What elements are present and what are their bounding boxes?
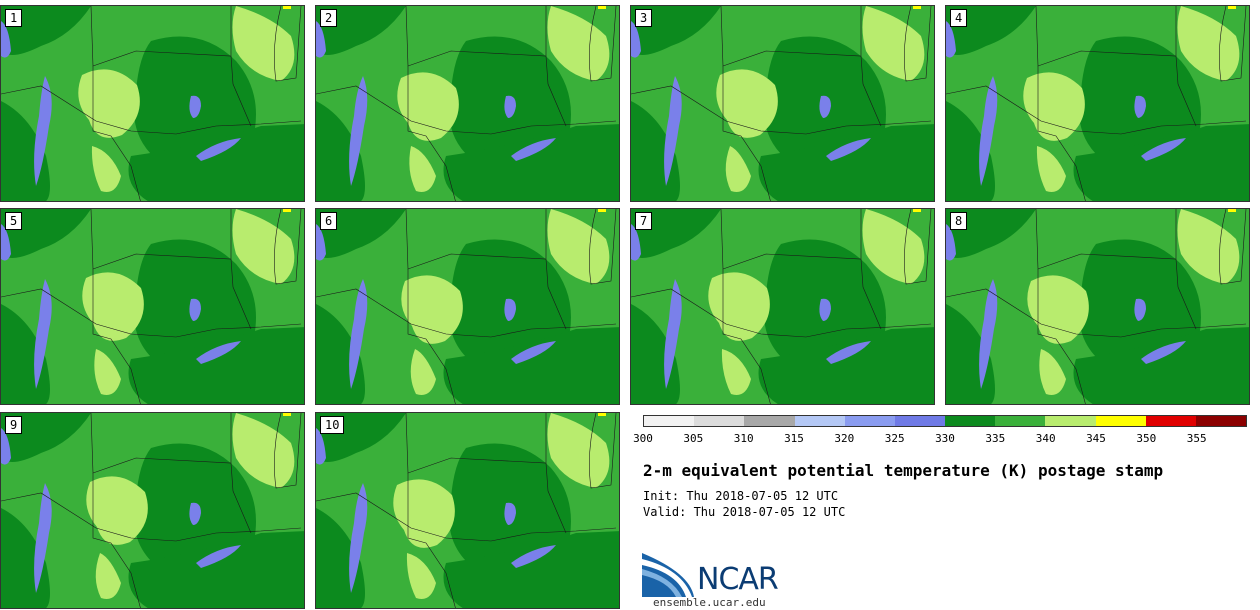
member-panel: 5	[0, 208, 305, 405]
colorbar-swatch	[794, 416, 845, 426]
colorbar-swatch	[1045, 416, 1096, 426]
colorbar-tick-label: 345	[1086, 432, 1106, 445]
colorbar-swatch	[694, 416, 745, 426]
colorbar-tick-label: 305	[683, 432, 704, 445]
map-title: 2-m equivalent potential temperature (K)…	[643, 461, 1164, 480]
ensemble-url: ensemble.ucar.edu	[653, 596, 766, 609]
member-panel: 1	[0, 5, 305, 202]
logo-text: NCAR	[697, 562, 779, 597]
colorbar-tick-label: 300	[633, 432, 653, 445]
member-panel: 2	[315, 5, 620, 202]
member-map	[316, 6, 619, 201]
member-panel: 10	[315, 412, 620, 609]
member-panel: 6	[315, 208, 620, 405]
member-panel: 4	[945, 5, 1250, 202]
member-panel: 3	[630, 5, 935, 202]
member-map	[316, 209, 619, 404]
colorbar-tick-label: 350	[1136, 432, 1157, 445]
member-panel: 8	[945, 208, 1250, 405]
member-map	[631, 209, 934, 404]
member-number-label: 1	[5, 9, 23, 27]
member-number-label: 3	[635, 9, 653, 27]
colorbar	[643, 415, 1247, 427]
colorbar-swatch	[844, 416, 895, 426]
member-number-label: 2	[320, 9, 338, 27]
colorbar-tick-label: 330	[935, 432, 955, 445]
colorbar-tick-label: 335	[985, 432, 1006, 445]
colorbar-tick-label: 355	[1186, 432, 1207, 445]
member-map	[631, 6, 934, 201]
member-map	[946, 6, 1249, 201]
member-number-label: 9	[5, 416, 23, 434]
colorbar-tick-label: 325	[884, 432, 905, 445]
ncar-logo-icon	[642, 553, 694, 597]
colorbar-tick-label: 340	[1035, 432, 1056, 445]
colorbar-swatch	[744, 416, 795, 426]
colorbar-swatch	[1095, 416, 1146, 426]
colorbar-swatch	[644, 416, 695, 426]
member-number-label: 4	[950, 9, 968, 27]
valid-time: Valid: Thu 2018-07-05 12 UTC	[643, 505, 846, 519]
colorbar-swatch	[1145, 416, 1196, 426]
colorbar-swatch	[894, 416, 946, 426]
colorbar-tick-label: 320	[834, 432, 855, 445]
member-number-label: 7	[635, 212, 653, 230]
member-number-label: 8	[950, 212, 968, 230]
init-time: Init: Thu 2018-07-05 12 UTC	[643, 489, 839, 503]
member-map	[1, 413, 304, 608]
member-panel: 9	[0, 412, 305, 609]
member-number-label: 10	[320, 416, 345, 434]
member-map	[1, 209, 304, 404]
colorbar-tick-label: 315	[784, 432, 804, 445]
colorbar-tick-label: 310	[733, 432, 754, 445]
member-map	[316, 413, 619, 608]
member-map	[946, 209, 1249, 404]
member-panel: 7	[630, 208, 935, 405]
member-number-label: 5	[5, 212, 23, 230]
colorbar-swatch	[945, 416, 996, 426]
colorbar-swatch	[995, 416, 1046, 426]
member-number-label: 6	[320, 212, 338, 230]
colorbar-swatch	[1195, 416, 1247, 426]
member-map	[1, 6, 304, 201]
